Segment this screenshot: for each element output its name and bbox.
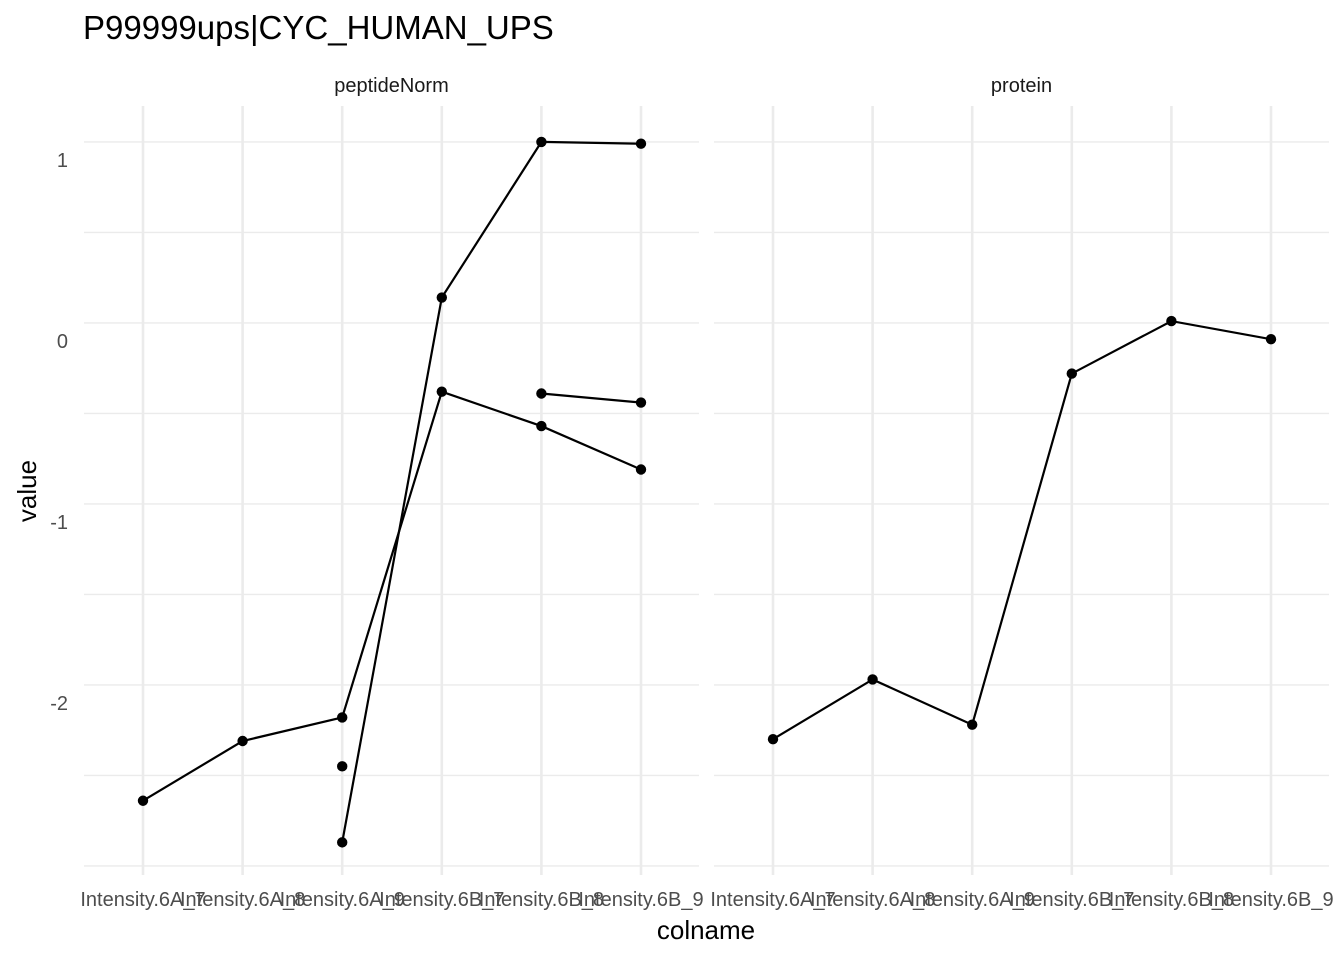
x-tick-label: Intensity.6A_7 [710,889,835,911]
data-point [635,397,647,408]
facet-strip-label: peptideNorm [334,75,449,97]
x-tick-label: Intensity.6B_9 [1208,889,1333,911]
x-tick-label: Intensity.6B_8 [479,889,604,911]
x-tick-label: Intensity.6B_7 [379,889,504,911]
data-point [337,837,348,848]
data-point [436,292,447,303]
facet-strip-label: protein [991,75,1052,97]
y-tick-label: 1 [57,150,68,172]
x-tick-label: Intensity.6B_9 [578,889,703,911]
x-tick-label: Intensity.6A_7 [80,889,205,911]
y-axis-label: value [12,460,42,522]
y-tick-label: -2 [50,693,68,715]
facet-panel-peptideNorm: peptideNormIntensity.6A_7Intensity.6A_8I… [50,75,703,911]
data-point [337,761,348,772]
series-line [341,140,642,843]
chart-title: P99999ups|CYC_HUMAN_UPS [83,9,554,46]
x-tick-label: Intensity.6A_8 [810,889,935,911]
x-tick-label: Intensity.6B_7 [1009,889,1134,911]
x-tick-label: Intensity.6A_8 [180,889,305,911]
facet-panels: peptideNormIntensity.6A_7Intensity.6A_8I… [50,75,1333,911]
series-line [541,392,642,404]
x-tick-label: Intensity.6A_9 [280,889,405,911]
data-point [536,388,547,399]
data-point [635,138,647,149]
data-point [1066,368,1078,379]
data-point [536,136,547,148]
data-point [337,712,348,723]
data-point [137,795,149,806]
data-point [767,734,779,745]
data-point [536,420,547,432]
data-point [1265,333,1277,345]
data-point [967,719,978,730]
series-line [142,390,642,802]
y-tick-label: 0 [57,331,68,353]
data-point [237,735,248,747]
data-point [867,674,878,685]
data-point [1166,315,1177,327]
facet-panel-protein: proteinIntensity.6A_7Intensity.6A_8Inten… [710,75,1333,911]
y-tick-label: -1 [50,512,68,534]
series-line [772,319,1272,741]
x-tick-label: Intensity.6A_9 [910,889,1035,911]
data-point [436,386,447,397]
x-axis-label: colname [657,915,755,945]
data-point [635,464,647,475]
x-tick-label: Intensity.6B_8 [1109,889,1234,911]
